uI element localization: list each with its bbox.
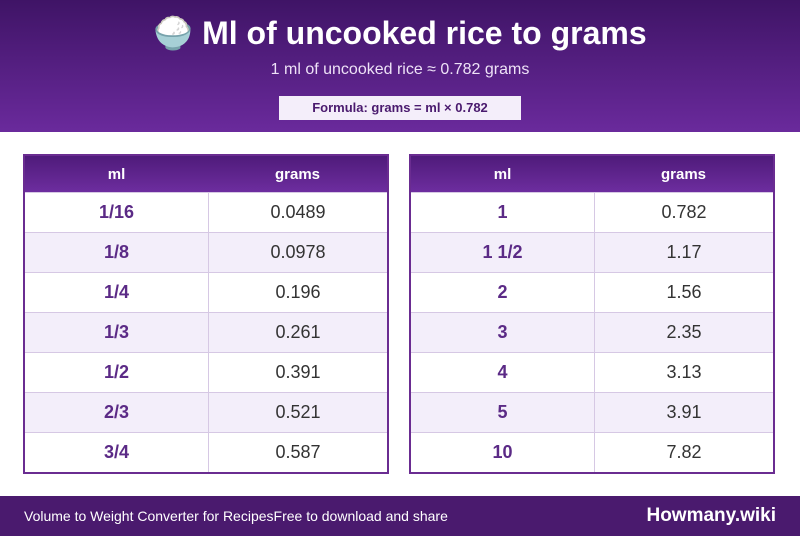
ml-cell: 1/16	[25, 193, 209, 232]
table-row: 10 7.82	[411, 432, 773, 472]
table-row: 1/4 0.196	[25, 272, 387, 312]
ml-cell: 2	[411, 273, 595, 312]
table-row: 1 1/2 1.17	[411, 232, 773, 272]
ml-cell: 3/4	[25, 433, 209, 472]
ml-cell: 1/2	[25, 353, 209, 392]
table-row: 3/4 0.587	[25, 432, 387, 472]
grams-cell: 0.0978	[270, 242, 326, 262]
table: ml grams 1/16 0.0489 1/8 0.0978 1/4 0.196 1/3 0.2…	[23, 154, 389, 474]
grams-cell: 3.13	[666, 362, 702, 382]
ml-cell: 2/3	[25, 393, 209, 432]
table-row: 1/8 0.0978	[25, 232, 387, 272]
title: 🍚 Ml of uncooked rice to grams	[153, 15, 647, 51]
table: ml grams 1 0.782 1 1/2 1.17 2 1.56 3 2.35 4 3.13 5 3.…	[409, 154, 775, 474]
table-row: 2 1.56	[411, 272, 773, 312]
table-row: 1/3 0.261	[25, 312, 387, 352]
grams-cell: 2.35	[666, 322, 702, 342]
table-row: 2/3 0.521	[25, 392, 387, 432]
ml-cell: 5	[411, 393, 595, 432]
grams-cell: 0.261	[275, 322, 321, 342]
grams-cell: 0.521	[275, 402, 321, 422]
ml-cell: 1 1/2	[411, 233, 595, 272]
formula: Formula: grams = ml × 0.782	[279, 96, 521, 120]
grams-cell: 0.587	[275, 442, 321, 462]
grams-cell: 1.56	[666, 282, 702, 302]
table-row: 4 3.13	[411, 352, 773, 392]
footer: Volume to Weight Converter for RecipesFr…	[0, 496, 800, 536]
table-row: 1/2 0.391	[25, 352, 387, 392]
table-row: 5 3.91	[411, 392, 773, 432]
grams-cell: 3.91	[666, 402, 702, 422]
footer-text: Volume to Weight Converter for RecipesFr…	[24, 508, 448, 524]
column-header: grams	[274, 165, 321, 183]
table-row: 3 2.35	[411, 312, 773, 352]
ml-cell: 3	[411, 313, 595, 352]
column-header: grams	[660, 165, 707, 183]
header-row: ml grams	[411, 156, 773, 192]
grams-cell: 7.82	[666, 442, 702, 462]
header: 🍚 Ml of uncooked rice to grams 1 ml of u…	[0, 0, 800, 132]
brand[interactable]: Howmany.wiki	[646, 505, 776, 526]
ml-cell: 1/3	[25, 313, 209, 352]
ml-cell: 1	[411, 193, 595, 232]
column-header: ml	[493, 165, 512, 183]
ml-cell: 4	[411, 353, 595, 392]
footer-left: Volume to Weight Converter for Recipes	[24, 508, 274, 524]
grams-cell: 1.17	[666, 242, 702, 262]
column-header: ml	[107, 165, 126, 183]
grams-cell: 0.0489	[270, 202, 326, 222]
subtitle: 1 ml of uncooked rice ≈ 0.782 grams	[270, 61, 530, 78]
table-row: 1/16 0.0489	[25, 192, 387, 232]
header-row: ml grams	[25, 156, 387, 192]
table-row: 1 0.782	[411, 192, 773, 232]
ml-cell: 10	[411, 433, 595, 472]
ml-cell: 1/8	[25, 233, 209, 272]
grams-cell: 0.196	[275, 282, 321, 302]
grams-cell: 0.782	[661, 202, 707, 222]
footer-middle: Free to download and share	[273, 508, 448, 524]
ml-cell: 1/4	[25, 273, 209, 312]
grams-cell: 0.391	[275, 362, 321, 382]
